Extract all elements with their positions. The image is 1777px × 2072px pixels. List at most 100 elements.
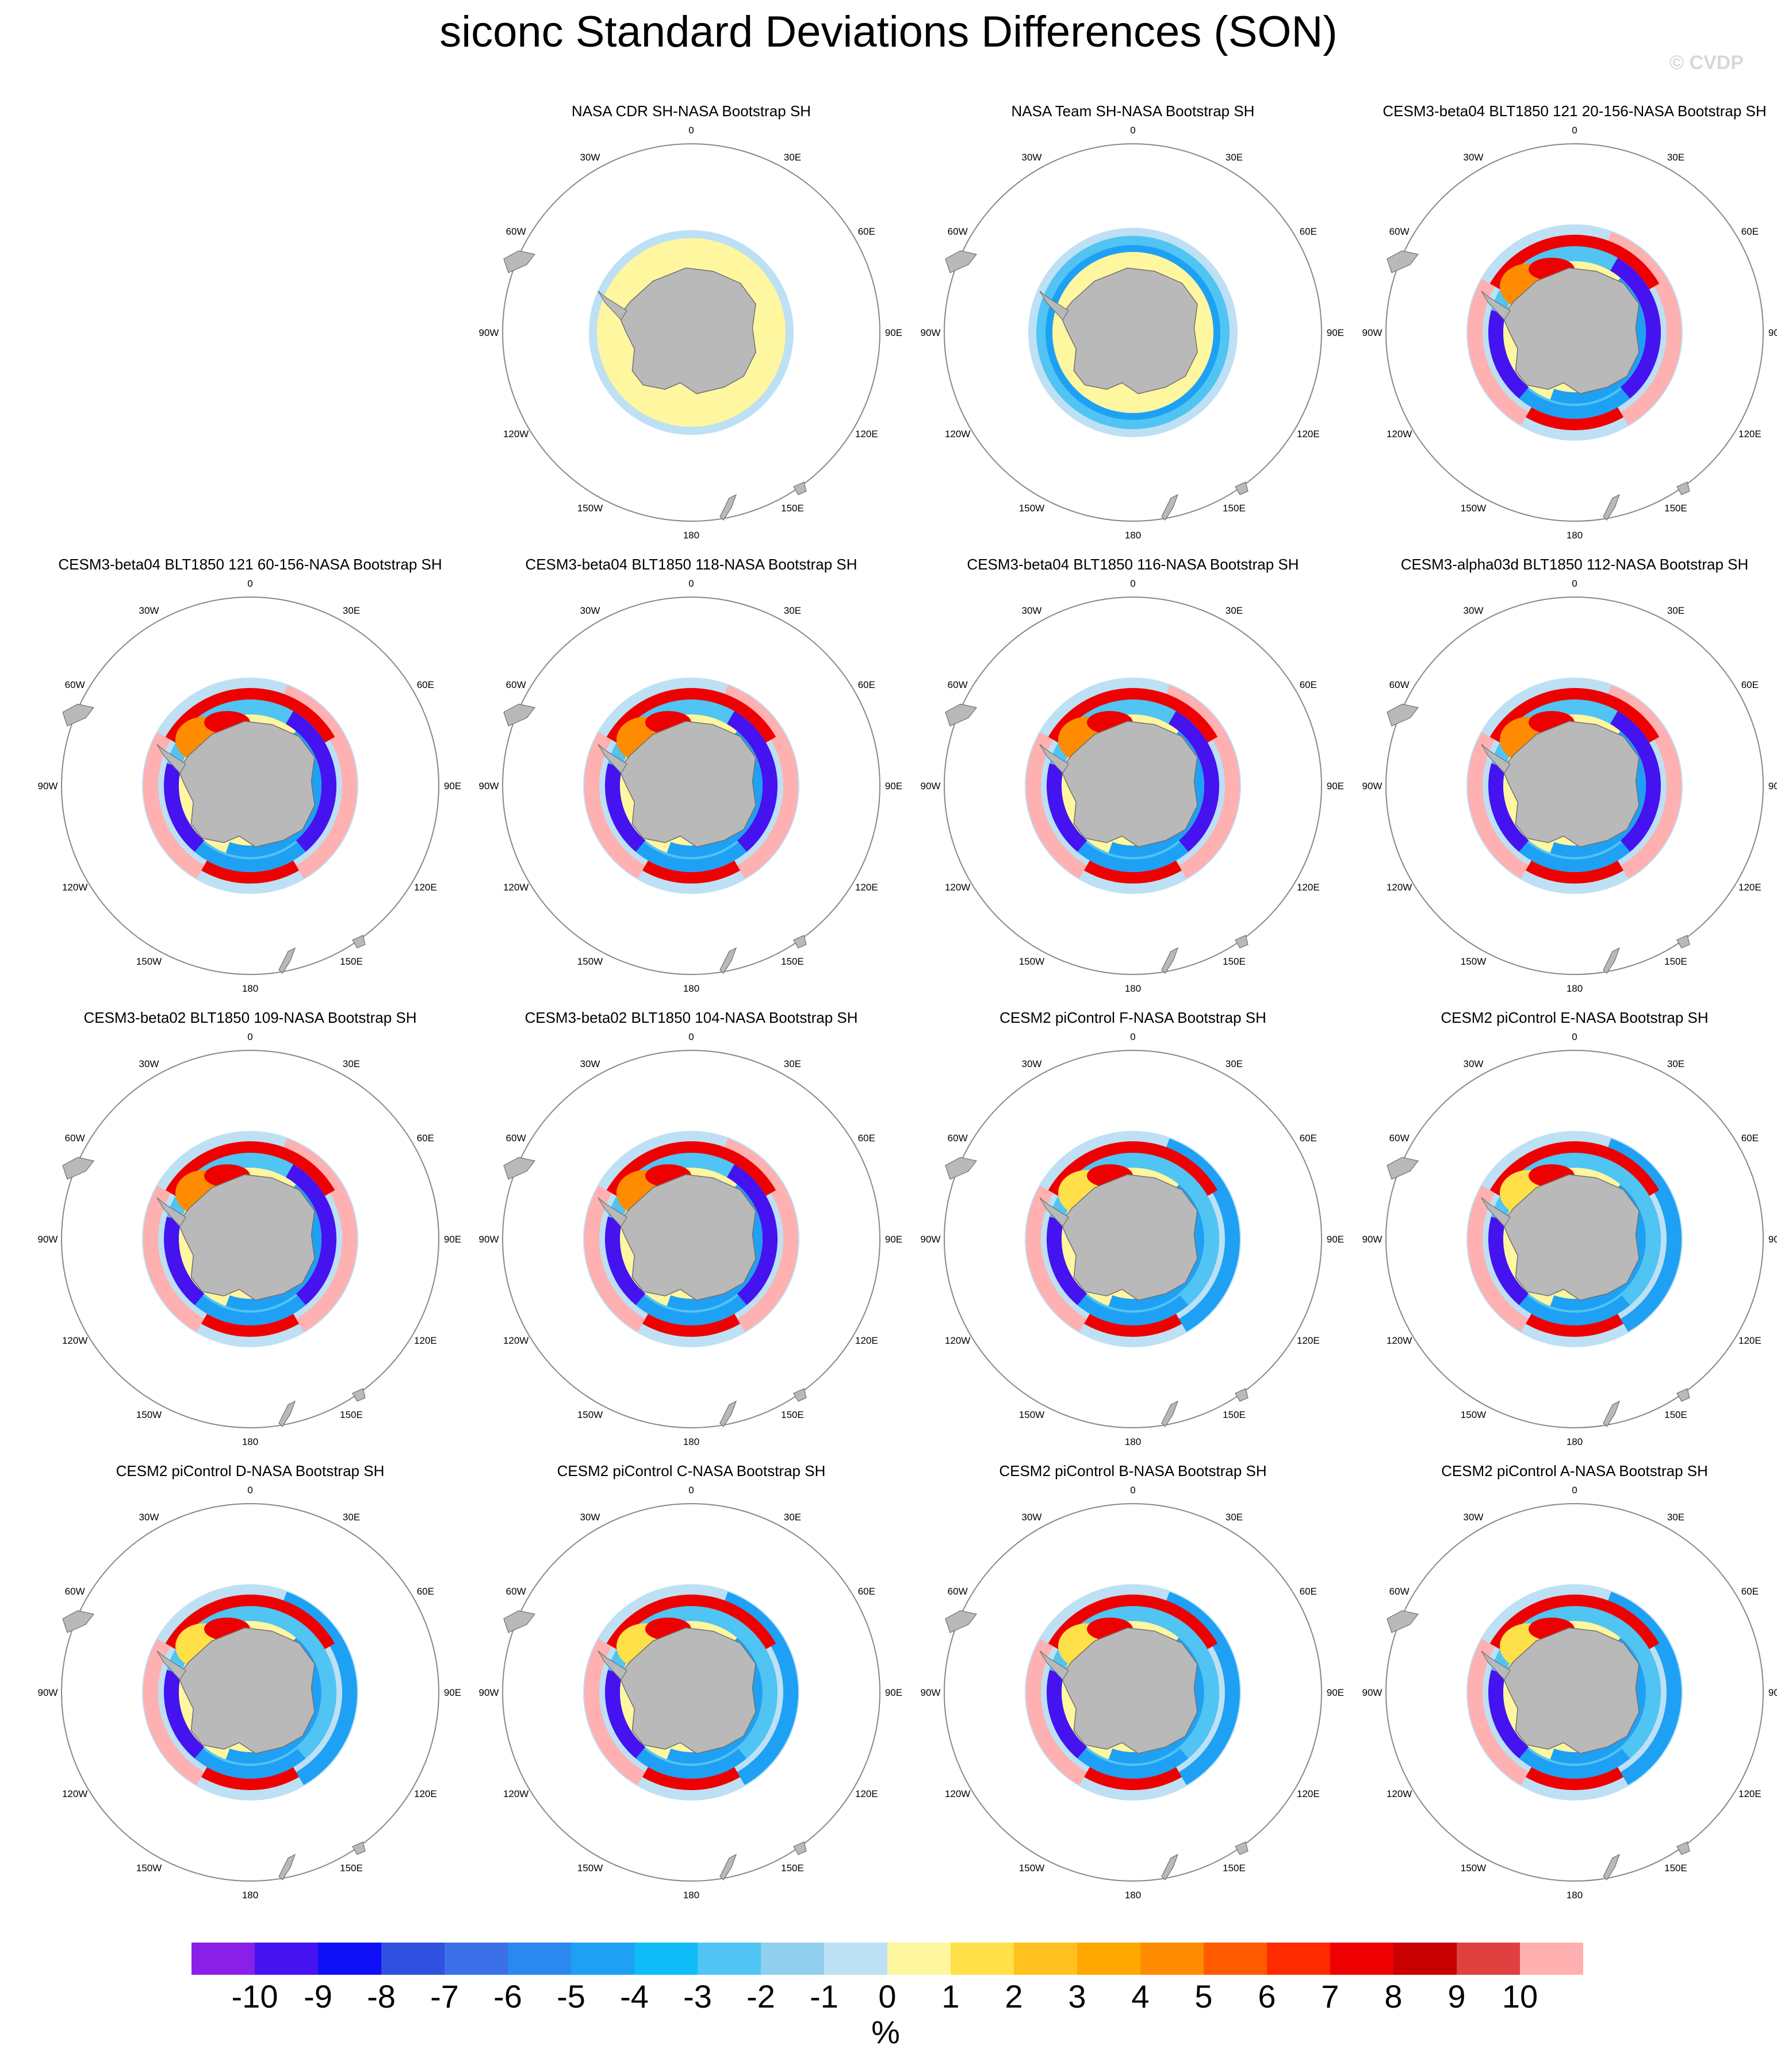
- south-america-land: [1387, 250, 1419, 273]
- longitude-label: 180: [1125, 1890, 1141, 1901]
- longitude-label: 30W: [139, 1512, 159, 1523]
- longitude-label: 120W: [503, 429, 528, 439]
- longitude-label: 150W: [577, 1863, 603, 1874]
- polar-map: 0 30E 60E 90E 120E 150E 180 150W 120W 90W 60W 30W: [38, 1485, 462, 1901]
- longitude-label: 60W: [506, 226, 526, 237]
- longitude-label: 60E: [858, 1586, 875, 1597]
- panel-title: CESM2 piControl B-NASA Bootstrap SH: [999, 1462, 1267, 1480]
- longitude-label: 90E: [1327, 327, 1344, 338]
- longitude-label: 30E: [784, 605, 801, 616]
- tasmania-land: [793, 1841, 807, 1855]
- new-zealand-land: [719, 494, 737, 521]
- longitude-label: 150W: [136, 1409, 162, 1420]
- panel-title: CESM2 piControl F-NASA Bootstrap SH: [999, 1009, 1266, 1026]
- colorbar-swatch: [1393, 1943, 1457, 1975]
- longitude-label: 30E: [1667, 1058, 1684, 1069]
- figure-title: siconc Standard Deviations Differences (…: [439, 7, 1338, 56]
- longitude-label: 120E: [855, 1788, 878, 1799]
- south-america-land: [945, 1157, 978, 1180]
- new-zealand-land: [278, 1853, 296, 1880]
- map-panel: CESM3-beta02 BLT1850 104-NASA Bootstrap …: [473, 1009, 910, 1463]
- map-panel: CESM3-beta04 BLT1850 121 20-156-NASA Boo…: [1356, 102, 1777, 557]
- panel-title: CESM2 piControl C-NASA Bootstrap SH: [557, 1462, 826, 1480]
- longitude-label: 60W: [948, 679, 968, 690]
- longitude-label: 150E: [1664, 956, 1687, 967]
- longitude-label: 30E: [784, 1512, 801, 1523]
- longitude-label: 60W: [506, 679, 526, 690]
- longitude-label: 120E: [1738, 429, 1761, 439]
- tasmania-land: [793, 481, 807, 495]
- south-america-land: [945, 704, 978, 727]
- colorbar-swatch: [761, 1943, 825, 1975]
- longitude-label: 90W: [38, 1234, 58, 1245]
- new-zealand-land: [1603, 1853, 1621, 1880]
- south-america-land: [503, 250, 536, 273]
- map-panel: CESM2 piControl D-NASA Bootstrap SH 0 30E 6…: [32, 1462, 469, 1917]
- longitude-label: 30E: [1225, 1512, 1243, 1523]
- longitude-label: 120W: [1387, 1788, 1412, 1799]
- tasmania-land: [1676, 1388, 1690, 1402]
- polar-map: 0 30E 60E 90E 120E 150E 180 150W 120W 90W 60W 30W: [479, 125, 903, 541]
- polar-map: 0 30E 60E 90E 120E 150E 180 150W 120W 90W 60W 30W: [479, 1031, 903, 1447]
- longitude-label: 120W: [1387, 882, 1412, 893]
- south-america-land: [1387, 1610, 1419, 1633]
- longitude-label: 150E: [781, 503, 804, 514]
- tasmania-land: [1676, 1841, 1690, 1855]
- longitude-label: 90W: [38, 781, 58, 792]
- south-america-land: [503, 1610, 536, 1633]
- longitude-label: 180: [1125, 1436, 1141, 1447]
- map-panel: CESM2 piControl C-NASA Bootstrap SH 0 30E 6…: [473, 1462, 910, 1917]
- longitude-label: 90E: [1768, 781, 1777, 792]
- longitude-label: 90E: [885, 327, 902, 338]
- longitude-label: 0: [688, 1031, 694, 1042]
- longitude-label: 180: [1567, 1890, 1583, 1901]
- longitude-label: 90W: [479, 1687, 499, 1698]
- polar-map: 0 30E 60E 90E 120E 150E 180 150W 120W 90W 60W 30W: [921, 1485, 1345, 1901]
- polar-map: 0 30E 60E 90E 120E 150E 180 150W 120W 90W 60W 30W: [921, 578, 1345, 994]
- map-panel: CESM3-beta04 BLT1850 118-NASA Bootstrap …: [473, 556, 910, 1010]
- longitude-label: 150E: [1223, 956, 1246, 967]
- longitude-label: 90W: [479, 1234, 499, 1245]
- longitude-label: 60W: [1389, 1133, 1410, 1144]
- longitude-label: 150W: [577, 956, 603, 967]
- panel-title: CESM3-beta04 BLT1850 118-NASA Bootstrap …: [525, 556, 857, 573]
- longitude-label: 60W: [1389, 1586, 1410, 1597]
- longitude-label: 180: [683, 530, 699, 541]
- colorbar-swatch: [508, 1943, 572, 1975]
- longitude-label: 150E: [1664, 503, 1687, 514]
- longitude-label: 0: [1130, 578, 1135, 589]
- longitude-label: 150W: [1461, 956, 1486, 967]
- longitude-label: 120E: [414, 1335, 437, 1346]
- colorbar-tick-label: 3: [1068, 1978, 1086, 2014]
- colorbar-swatch: [887, 1943, 951, 1975]
- tasmania-land: [1235, 935, 1249, 949]
- longitude-label: 90E: [885, 781, 902, 792]
- longitude-label: 30W: [1022, 1512, 1042, 1523]
- longitude-label: 180: [1567, 983, 1583, 994]
- colorbar-swatch: [255, 1943, 319, 1975]
- longitude-label: 60E: [1741, 226, 1759, 237]
- longitude-label: 150W: [1461, 1863, 1486, 1874]
- longitude-label: 120E: [1297, 882, 1320, 893]
- colorbar-tick-label: 4: [1131, 1978, 1150, 2014]
- longitude-label: 0: [688, 578, 694, 589]
- longitude-label: 120E: [1738, 1335, 1761, 1346]
- longitude-label: 90E: [1768, 327, 1777, 338]
- panel-title: CESM3-beta02 BLT1850 109-NASA Bootstrap …: [83, 1009, 417, 1026]
- colorbar-tick-label: -3: [683, 1978, 712, 2014]
- panel-title: NASA CDR SH-NASA Bootstrap SH: [571, 102, 811, 120]
- map-panel: CESM2 piControl E-NASA Bootstrap SH 0 30E 6…: [1356, 1009, 1777, 1463]
- longitude-label: 60E: [858, 226, 875, 237]
- longitude-label: 180: [1567, 1436, 1583, 1447]
- panel-title: CESM3-beta02 BLT1850 104-NASA Bootstrap …: [524, 1009, 858, 1026]
- longitude-label: 150W: [1019, 503, 1044, 514]
- map-panel: CESM3-beta04 BLT1850 121 60-156-NASA Boo…: [32, 556, 469, 1010]
- longitude-label: 0: [1572, 578, 1577, 589]
- colorbar-tick-label: 6: [1258, 1978, 1276, 2014]
- longitude-label: 150W: [136, 956, 162, 967]
- longitude-label: 120W: [945, 429, 970, 439]
- longitude-label: 180: [242, 983, 258, 994]
- longitude-label: 120W: [1387, 429, 1412, 439]
- longitude-label: 120E: [1297, 1335, 1320, 1346]
- colorbar-swatch: [571, 1943, 635, 1975]
